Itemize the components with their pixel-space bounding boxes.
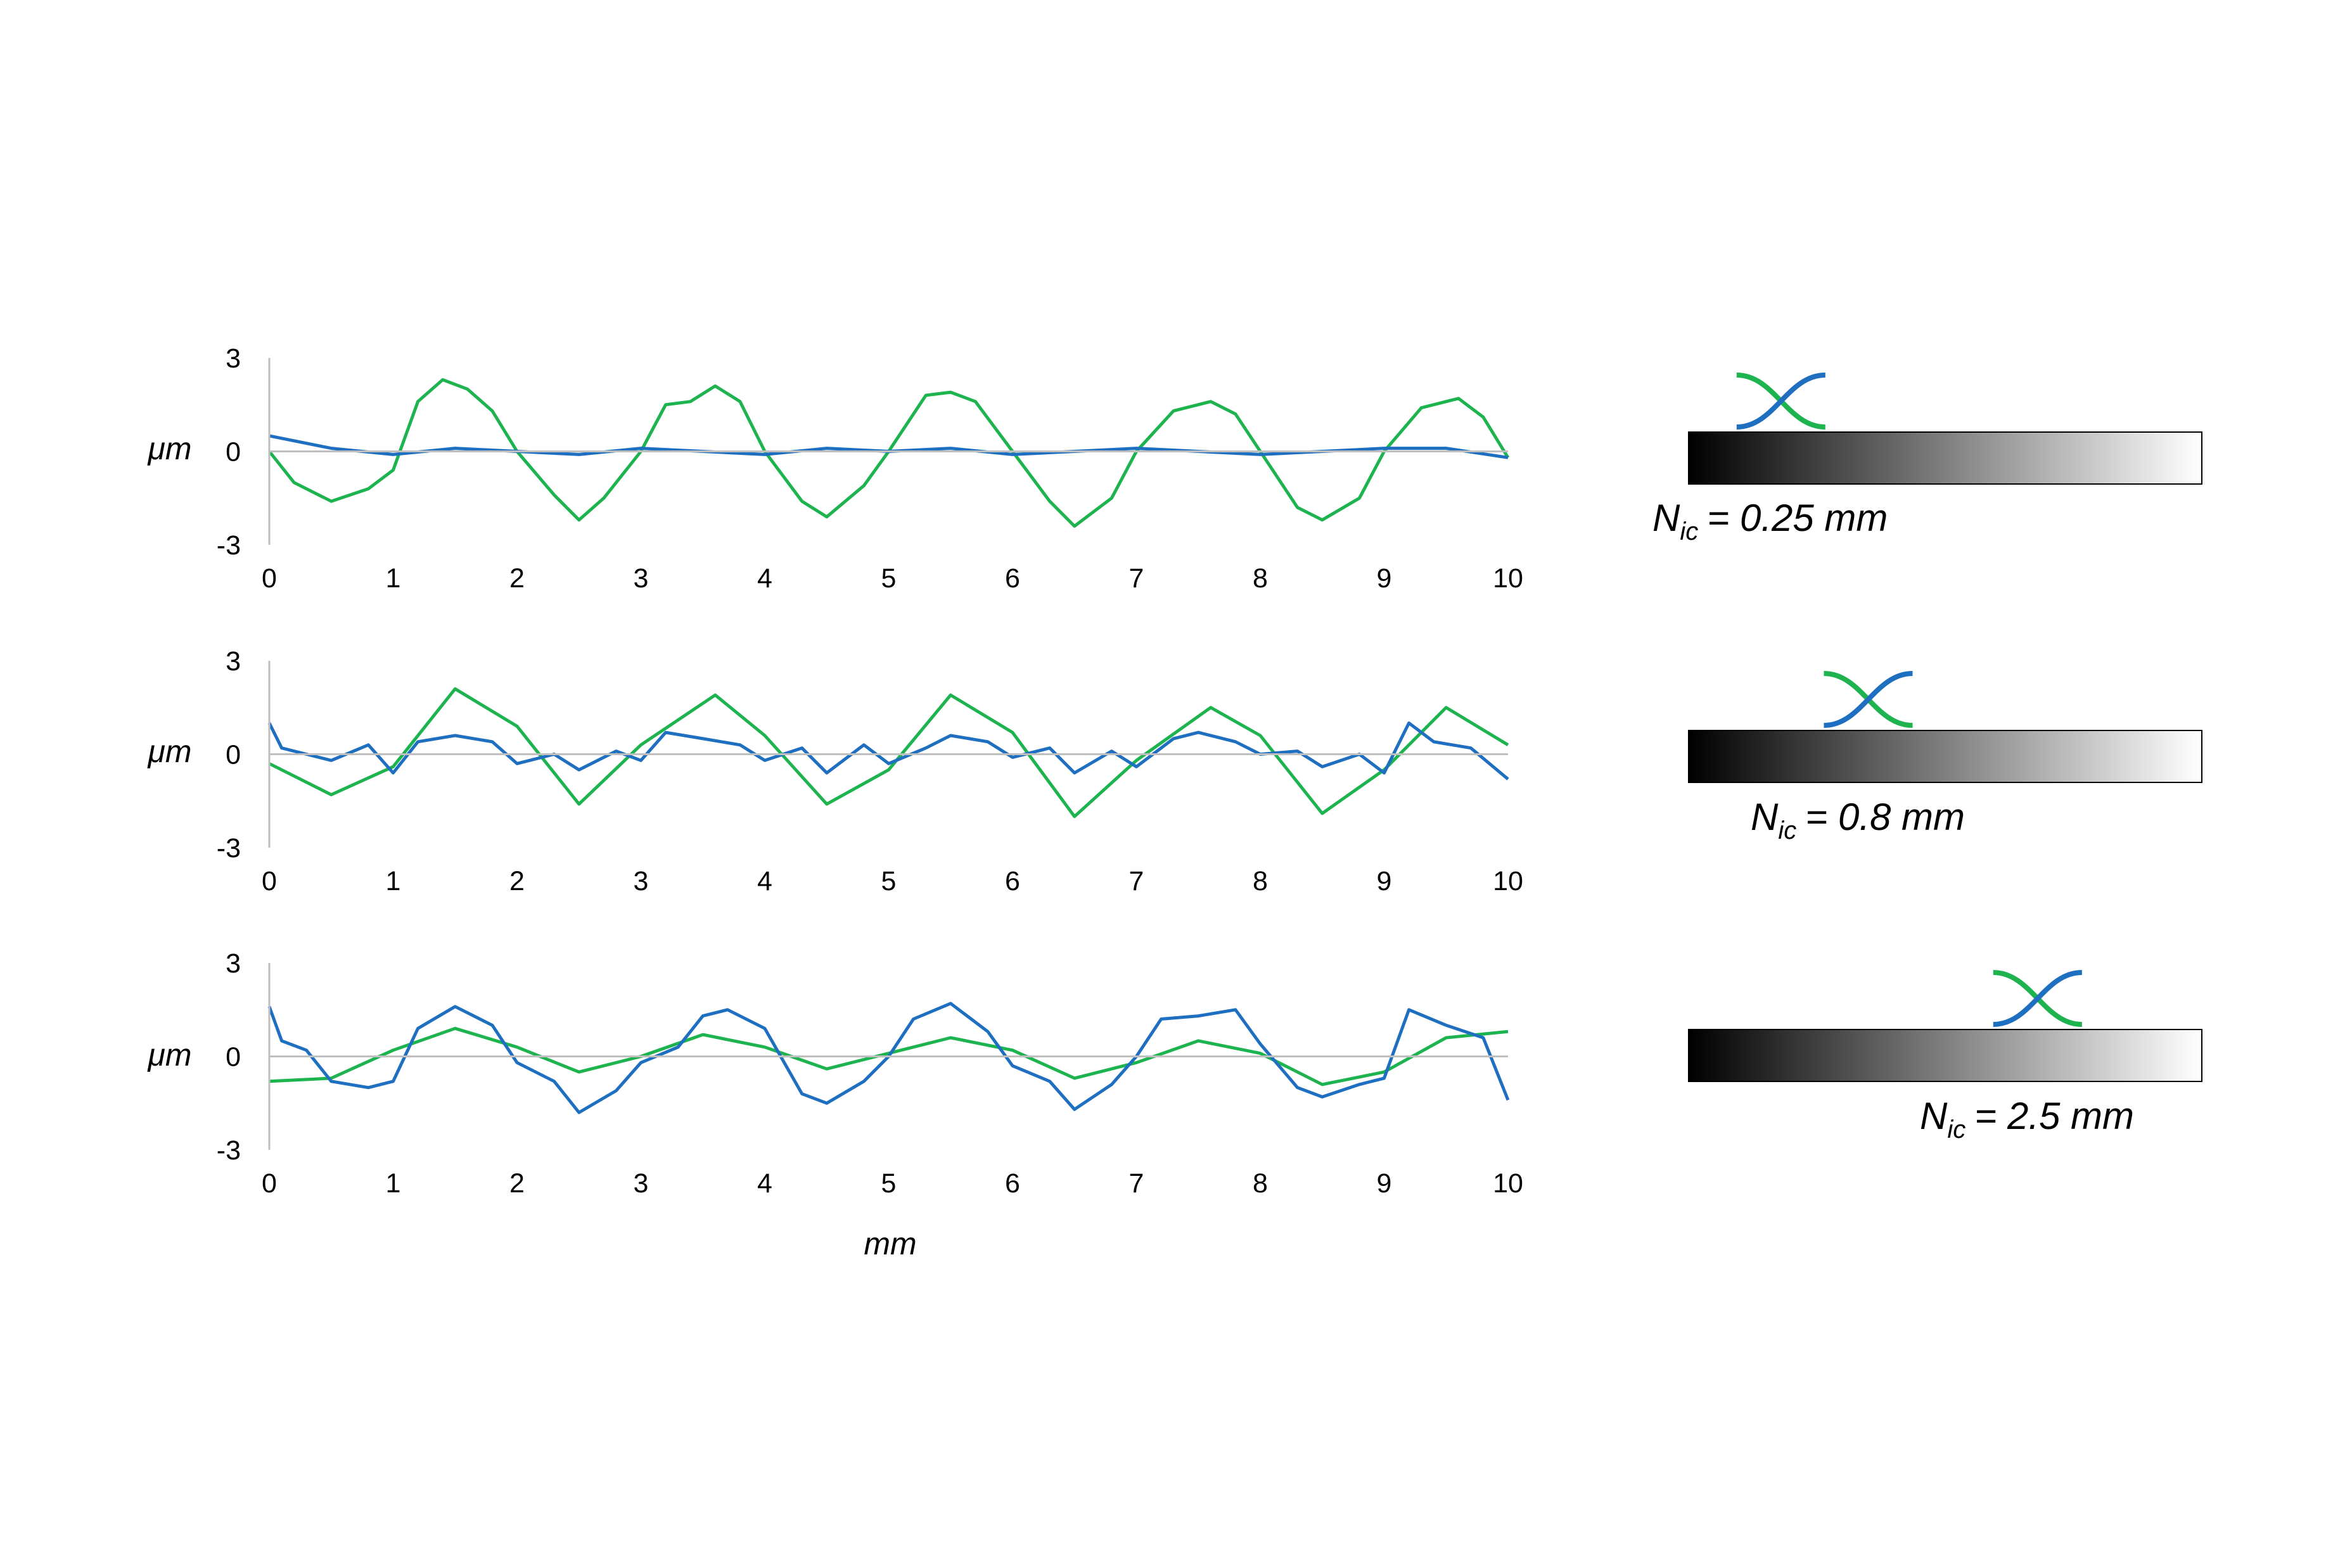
filter-bar-2: Nic = 0.8 mm: [1688, 671, 2202, 845]
x-tick-label: 10: [1493, 866, 1523, 896]
profile-panel-1: μm 3 0 -3 0 1 2 3 4 5 6 7 8 9 10: [146, 343, 1523, 594]
x-tick-label: 5: [881, 563, 897, 594]
x-tick-label: 6: [1005, 563, 1020, 594]
filter-marker-icon: [1736, 373, 1825, 430]
series-line: [267, 1002, 1510, 1114]
y-tick-label: -3: [217, 833, 241, 864]
filter-bar-1: Nic = 0.25 mm: [1652, 373, 2202, 545]
y-tick-label: 0: [226, 740, 241, 770]
y-axis-label: μm: [146, 734, 191, 769]
x-tick-label: 7: [1129, 1168, 1144, 1199]
x-tick-label: 3: [634, 563, 649, 594]
x-tick-label: 9: [1377, 563, 1392, 594]
x-tick-label: 7: [1129, 866, 1144, 896]
series-line: [268, 687, 1509, 819]
x-tick-label: 4: [757, 563, 772, 594]
filter-cutoff-label: Nic = 2.5 mm: [1920, 1095, 2134, 1144]
x-tick-label: 1: [386, 563, 401, 594]
x-tick-label: 2: [509, 866, 525, 896]
marker-arc: [1824, 671, 1913, 728]
filter-cutoff-label: Nic = 0.25 mm: [1652, 497, 1888, 545]
filter-bar-3: Nic = 2.5 mm: [1688, 970, 2202, 1144]
y-axis-label: μm: [146, 1037, 191, 1073]
x-tick-label: 10: [1493, 563, 1523, 594]
x-tick-label: 6: [1005, 866, 1020, 896]
gradient-bar: [1688, 431, 2202, 485]
x-tick-label: 5: [881, 866, 897, 896]
x-tick-label: 0: [262, 1168, 277, 1199]
marker-arc: [1993, 970, 2082, 1027]
x-tick-label: 4: [757, 1168, 772, 1199]
y-axis-label: μm: [146, 431, 191, 466]
profile-panel-3: μm mm 3 0 -3 0 1 2 3 4 5 6 7 8 9 10: [146, 948, 1523, 1261]
x-tick-label: 1: [386, 866, 401, 896]
x-tick-label: 5: [881, 1168, 897, 1199]
x-tick-label: 4: [757, 866, 772, 896]
series-line: [269, 1026, 1509, 1087]
x-tick-label: 8: [1253, 563, 1268, 594]
x-tick-label: 8: [1253, 866, 1268, 896]
gradient-bar: [1688, 730, 2202, 783]
filter-cutoff-label: Nic = 0.8 mm: [1751, 796, 1965, 845]
y-tick-label: 3: [226, 948, 241, 979]
y-tick-label: 3: [226, 343, 241, 374]
y-tick-label: -3: [217, 530, 241, 561]
y-tick-label: 0: [226, 437, 241, 468]
x-tick-label: 3: [634, 866, 649, 896]
x-tick-label: 7: [1129, 563, 1144, 594]
x-tick-label: 2: [509, 563, 525, 594]
y-tick-label: -3: [217, 1135, 241, 1166]
x-tick-label: 0: [262, 866, 277, 896]
x-tick-label: 1: [386, 1168, 401, 1199]
x-tick-label: 9: [1377, 866, 1392, 896]
filter-marker-icon: [1993, 970, 2082, 1027]
x-tick-label: 0: [262, 563, 277, 594]
x-tick-label: 3: [634, 1168, 649, 1199]
x-tick-label: 10: [1493, 1168, 1523, 1199]
series-line: [268, 378, 1510, 528]
x-axis-label: mm: [864, 1226, 916, 1261]
filter-marker-icon: [1824, 671, 1913, 728]
marker-arc: [1736, 373, 1825, 430]
series-line: [269, 434, 1509, 459]
gradient-bar: [1688, 1029, 2202, 1082]
profile-panel-2: μm 3 0 -3 0 1 2 3 4 5 6 7 8 9 10: [146, 646, 1523, 896]
y-tick-label: 3: [226, 646, 241, 677]
x-tick-label: 9: [1377, 1168, 1392, 1199]
x-tick-label: 2: [509, 1168, 525, 1199]
y-tick-label: 0: [226, 1042, 241, 1073]
x-tick-label: 8: [1253, 1168, 1268, 1199]
x-tick-label: 6: [1005, 1168, 1020, 1199]
